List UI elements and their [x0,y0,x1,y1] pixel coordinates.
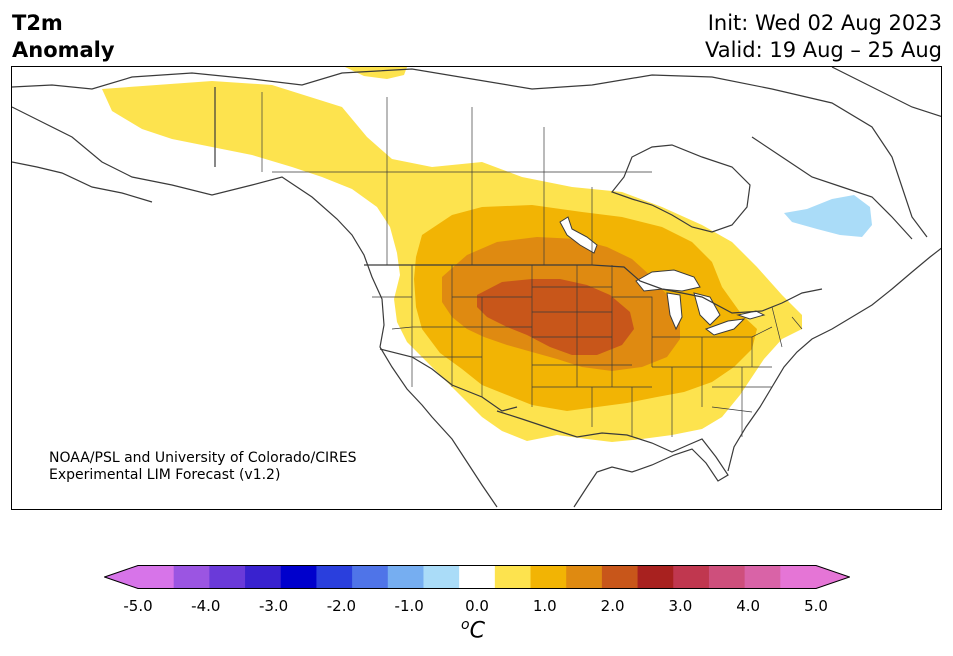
colorbar-bin [816,565,850,589]
colorbar-bin [352,565,389,589]
coastline-east [727,247,941,472]
credit-text: NOAA/PSL and University of Colorado/CIRE… [49,450,357,484]
colorbar-tick-label: 1.0 [532,597,557,615]
date-block: Init: Wed 02 Aug 2023 Valid: 19 Aug – 25… [705,10,942,64]
coastline-alaska-south [12,161,153,203]
map-canvas [12,67,941,508]
colorbar-tick-label: -4.0 [191,597,221,615]
state-lines-east [711,306,803,437]
colorbar-outline [104,565,850,589]
valid-date-label: Valid: 19 Aug – 25 Aug [704,38,942,62]
colorbar-bin [138,565,175,589]
hudson-bay-edge [352,97,424,127]
colorbar-tick-label: -2.0 [326,597,357,615]
colorbar-bin [780,565,817,589]
colorbar-bin [245,565,282,589]
colorbar-tick-label: -3.0 [258,597,289,615]
canada-us-border [364,264,823,314]
field-label: Anomaly [12,38,115,62]
colorbar-bin [530,565,567,589]
colorbar-bin [173,565,210,589]
colorbar-bin [423,565,460,589]
colorbar-bin [744,565,781,589]
province-lines [261,92,652,265]
anomaly-shading [102,67,872,442]
credit-line-1: NOAA/PSL and University of Colorado/CIRE… [49,450,357,466]
colorbar-tick-label: 2.0 [600,597,625,615]
colorbar-tick-label: -1.0 [394,597,424,615]
state-lines-central [532,265,732,437]
colorbar-unit: oC [461,617,485,643]
colorbar-tick-label: 3.0 [668,597,693,615]
colorbar-bins [104,565,850,589]
colorbar-bin [104,565,138,589]
arctic-coast [12,68,928,238]
lake-erie [704,318,746,336]
colorbar-bin [209,565,246,589]
unit-letter: C [469,618,485,644]
anomaly-contour-neg1c [784,195,872,237]
state-province-lines [261,92,803,437]
colorbar-tick-label: 4.0 [736,597,761,615]
anomaly-contour-2-5c [477,279,634,355]
variable-label: T2m [12,11,63,35]
degree-symbol: o [461,617,470,633]
colorbar-tick-label: 0.0 [465,597,489,615]
colorbar-bin [708,565,746,589]
labrador-coast [751,136,913,240]
title-block: T2m Anomaly [12,10,115,64]
greenland-edge [831,67,941,117]
hudson-bay-coast [611,144,751,233]
coastline-west [12,106,498,508]
colorbar-bin [566,565,603,589]
state-lines-west [372,265,533,407]
lake-huron [693,292,721,326]
boundaries [12,67,941,508]
coastline-gulf [496,410,729,508]
init-date-label: Init: Wed 02 Aug 2023 [707,11,942,35]
colorbar-bin [494,565,532,589]
colorbar-bin [673,565,710,589]
colorbar-bin [316,565,353,589]
credit-line-2: Experimental LIM Forecast (v1.2) [49,467,281,483]
lake-winnipeg [559,216,598,254]
colorbar-bin [459,565,496,589]
colorbar-tick-label: -5.0 [123,597,153,615]
anomaly-map [11,66,942,510]
colorbar [104,565,850,589]
colorbar-bin [601,565,639,589]
lake-michigan [666,292,683,331]
anomaly-contour-top-1c [345,67,407,79]
colorbar-bin [637,565,674,589]
colorbar-bin [280,565,317,589]
colorbar-bin [387,565,424,589]
colorbar-tick-label: 5.0 [804,597,828,615]
